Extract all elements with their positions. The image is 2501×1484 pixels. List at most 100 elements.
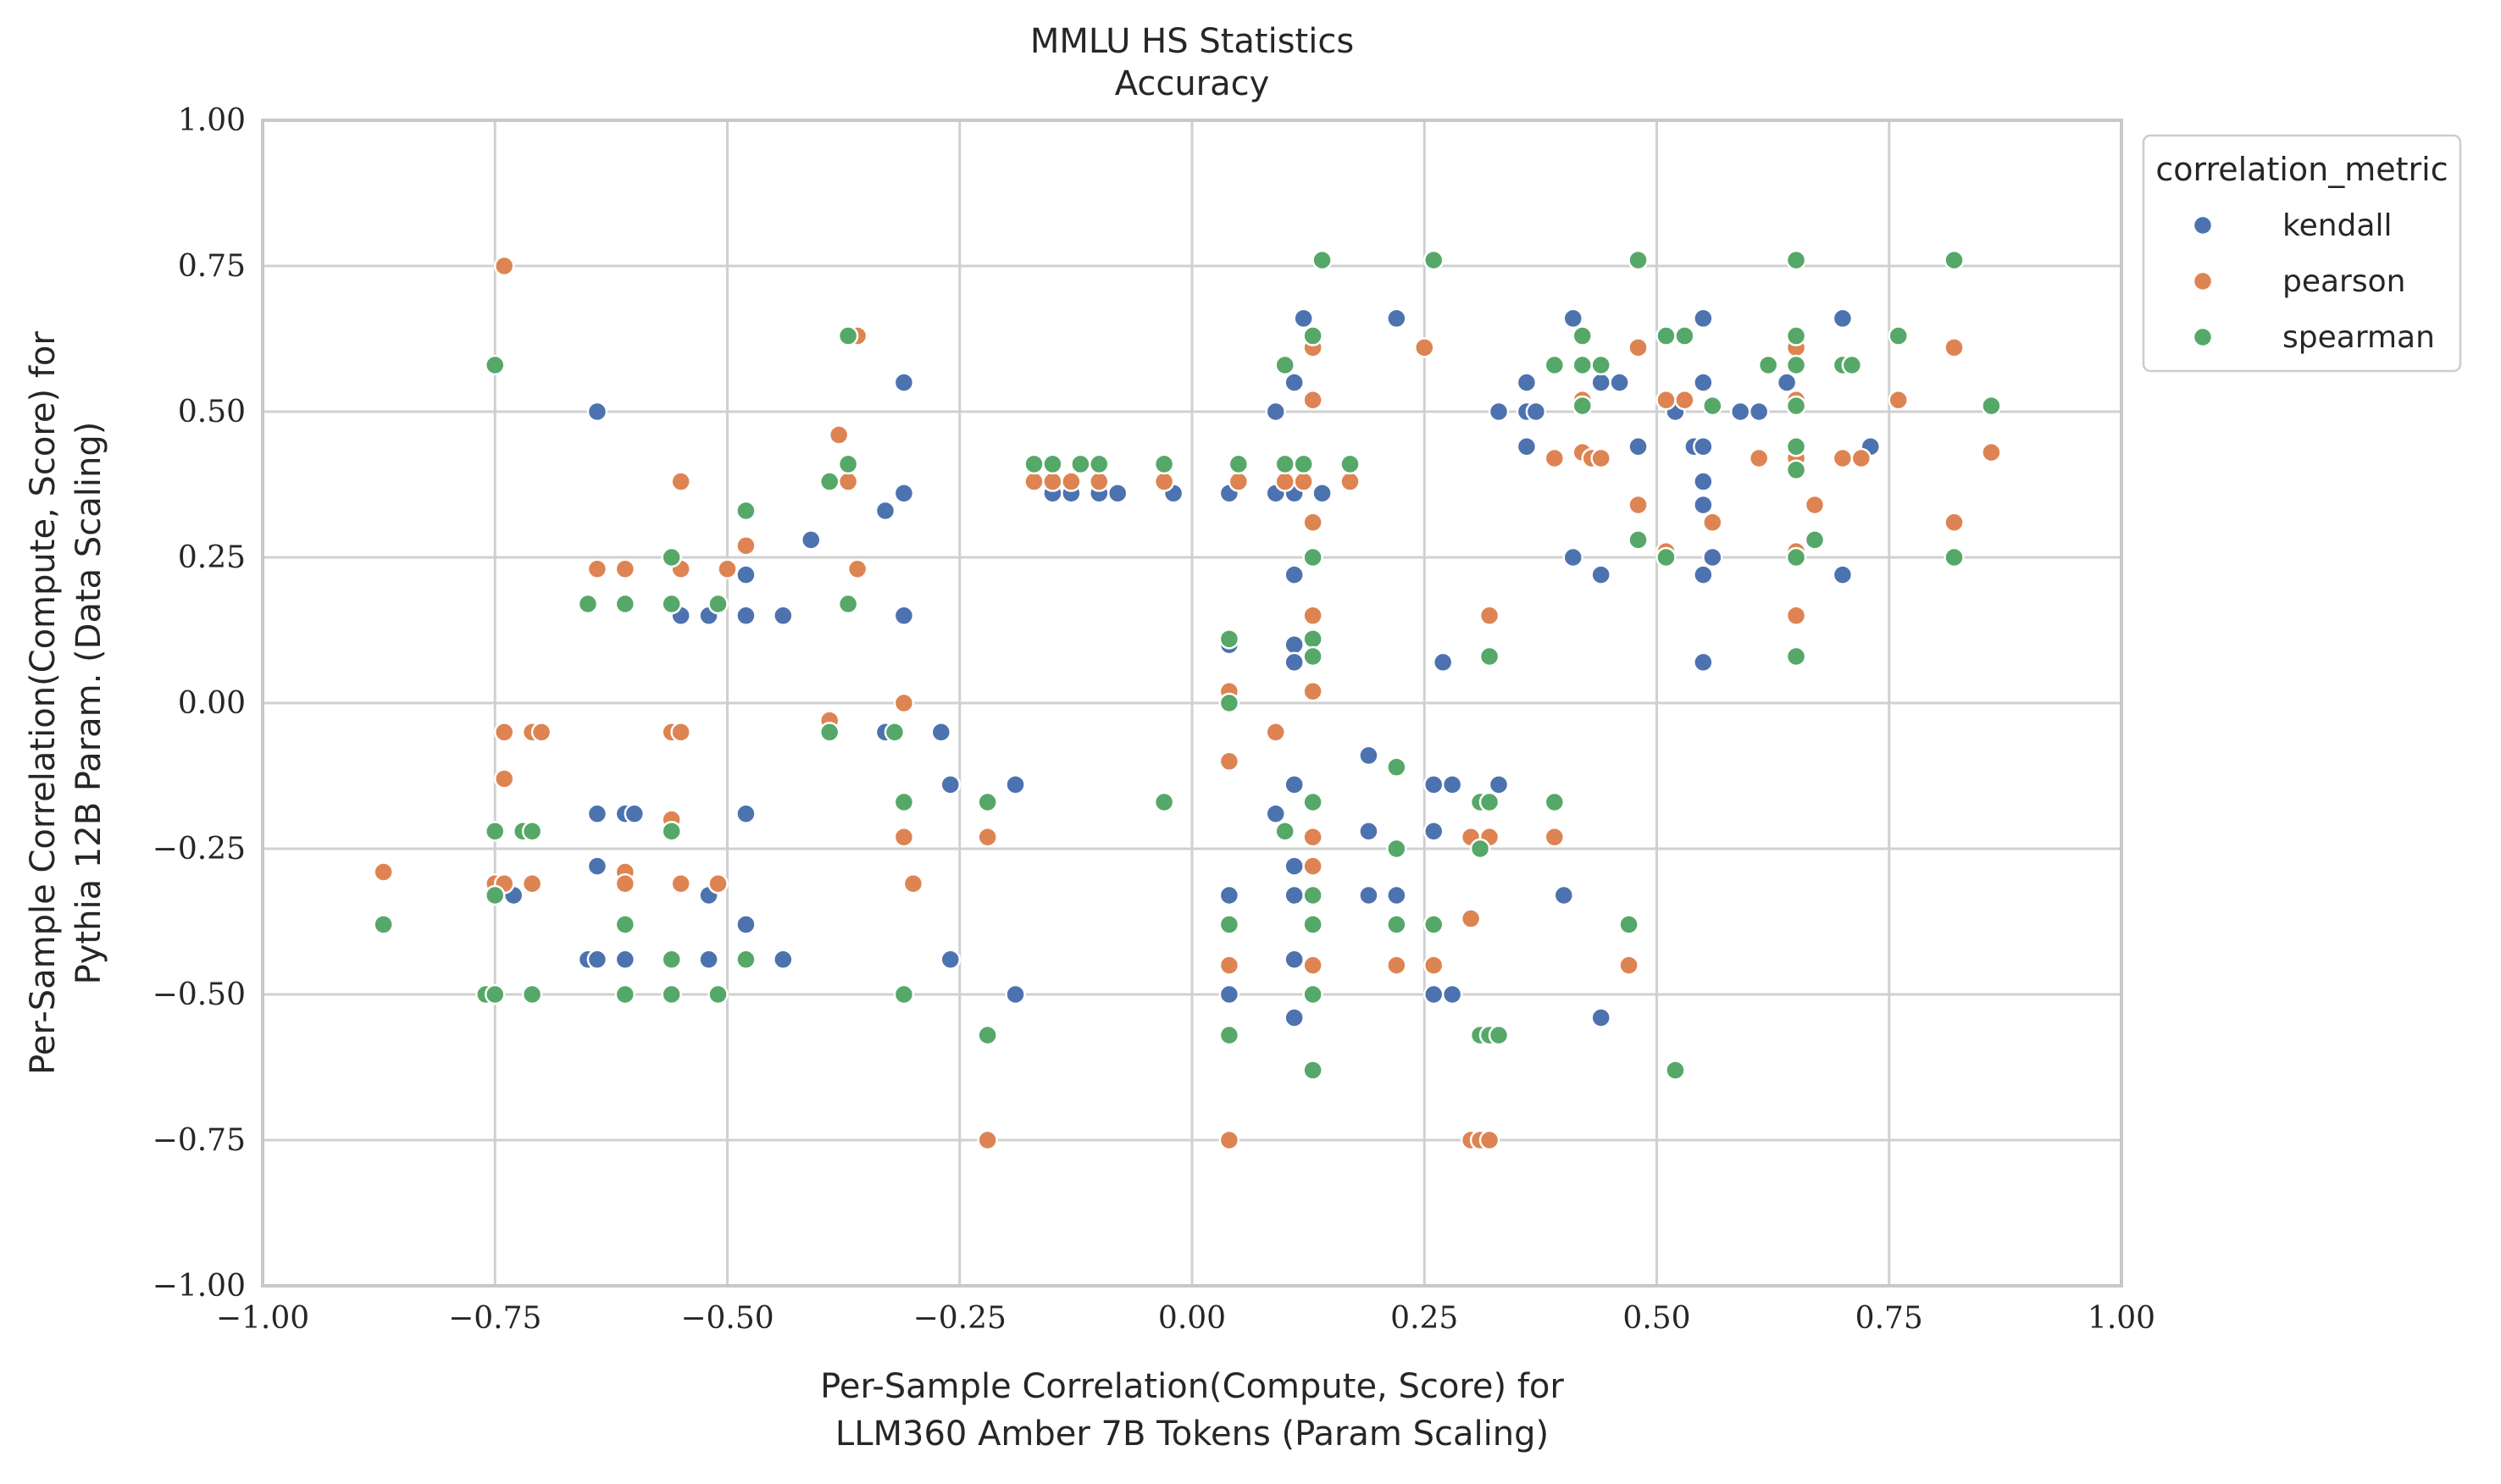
- y-tick-label: −0.75: [152, 1123, 246, 1158]
- y-tick-labels: −1.00 −0.75 −0.50 −0.25 0.00 0.25 0.50 0.75 1.00: [152, 103, 246, 1304]
- kendall-point: [1748, 401, 1770, 423]
- kendall-point: [940, 774, 962, 795]
- kendall-point: [1832, 564, 1854, 585]
- spearman-point: [614, 983, 636, 1005]
- pearson-point: [1339, 471, 1361, 492]
- spearman-point: [1655, 325, 1677, 346]
- kendall-point: [773, 949, 794, 970]
- spearman-point: [1070, 453, 1091, 475]
- spearman-point: [1628, 249, 1649, 271]
- kendall-point: [624, 803, 646, 824]
- spearman-point: [1293, 453, 1314, 475]
- kendall-point: [1562, 546, 1584, 568]
- spearman-point: [837, 325, 859, 346]
- spearman-point: [661, 593, 682, 615]
- legend-box: [2142, 134, 2462, 373]
- spearman-point: [1478, 645, 1500, 667]
- pearson-point: [1302, 389, 1323, 411]
- pearson-point: [828, 424, 850, 446]
- pearson-point: [1628, 337, 1649, 358]
- spearman-point: [818, 722, 840, 743]
- kendall-point: [586, 803, 608, 824]
- pearson-point: [493, 722, 515, 743]
- kendall-point: [1386, 307, 1407, 329]
- spearman-point: [735, 949, 757, 970]
- spearman-point: [485, 354, 506, 376]
- chart-subtitle: Accuracy: [1115, 64, 1270, 103]
- pearson-point: [1023, 471, 1045, 492]
- kendall-point: [1590, 372, 1611, 393]
- kendall-point: [586, 949, 608, 970]
- kendall-point: [1358, 821, 1379, 842]
- pearson-point: [1544, 826, 1566, 848]
- x-tick-label: −0.25: [913, 1301, 1006, 1336]
- kendall-point: [586, 856, 608, 877]
- pearson-point: [1274, 471, 1295, 492]
- spearman-point: [1944, 546, 1965, 568]
- y-tick-label: 0.50: [178, 395, 246, 429]
- spearman-point: [1302, 1060, 1323, 1081]
- spearman-point: [1655, 546, 1677, 568]
- x-tick-label: 0.50: [1622, 1301, 1690, 1336]
- pearson-point: [1302, 826, 1323, 848]
- kendall-point: [614, 949, 636, 970]
- kendall-point: [1422, 821, 1445, 842]
- pearson-point: [717, 558, 738, 580]
- x-tick-label: −1.00: [216, 1301, 309, 1336]
- spearman-point: [661, 949, 682, 970]
- pearson-point: [1218, 955, 1240, 976]
- kendall-point: [1693, 471, 1714, 492]
- spearman-point: [1153, 453, 1175, 475]
- kendall-point: [1218, 884, 1240, 906]
- spearman-point: [1422, 914, 1445, 935]
- kendall-point: [1284, 884, 1305, 906]
- legend-label-kendall: kendall: [2282, 208, 2392, 243]
- spearman-point: [1302, 791, 1323, 813]
- pearson-point: [1590, 447, 1611, 469]
- spearman-point: [1888, 325, 1909, 346]
- spearman-point: [661, 983, 682, 1005]
- kendall-point: [1284, 856, 1305, 877]
- y-axis-label-line1: Per-Sample Correlation(Compute, Score) f…: [24, 331, 63, 1075]
- y-axis-label-line2: Pythia 12B Param. (Data Scaling): [69, 422, 108, 985]
- pearson-point: [1785, 605, 1807, 627]
- pearson-point: [893, 826, 915, 848]
- spearman-point: [837, 453, 859, 475]
- kendall-point: [800, 529, 822, 551]
- data-points: [373, 249, 2002, 1151]
- x-tick-label: 0.75: [1855, 1301, 1923, 1336]
- y-tick-label: 0.00: [178, 686, 246, 721]
- pearson-point: [1302, 512, 1323, 533]
- pearson-point: [521, 873, 543, 894]
- kendall-point: [874, 500, 896, 522]
- pearson-point: [1302, 856, 1323, 877]
- kendall-point: [1628, 436, 1649, 457]
- y-tick-label: 0.75: [178, 249, 246, 284]
- spearman-point: [1572, 395, 1593, 417]
- spearman-point: [1628, 529, 1649, 551]
- pearson-point: [493, 768, 515, 789]
- spearman-point: [1469, 838, 1491, 860]
- spearman-point: [1785, 354, 1807, 376]
- pearson-point: [614, 873, 636, 894]
- pearson-point: [1302, 605, 1323, 627]
- pearson-point: [614, 558, 636, 580]
- kendall-point: [1284, 651, 1305, 673]
- pearson-point: [1061, 471, 1082, 492]
- kendall-point: [1488, 401, 1510, 423]
- legend-marker-spearman: [2192, 326, 2214, 348]
- pearson-point: [735, 534, 757, 556]
- kendall-point: [1005, 774, 1026, 795]
- legend-label-pearson: pearson: [2282, 264, 2405, 299]
- spearman-point: [1702, 395, 1723, 417]
- kendall-point: [1553, 884, 1575, 906]
- pearson-point: [1655, 389, 1677, 411]
- spearman-point: [893, 983, 915, 1005]
- y-tick-label: 1.00: [178, 103, 246, 138]
- y-tick-label: −0.25: [152, 832, 246, 867]
- kendall-point: [1702, 546, 1723, 568]
- legend: correlation_metric kendall pearson spearma…: [2142, 134, 2462, 373]
- pearson-point: [586, 558, 608, 580]
- spearman-point: [1544, 791, 1566, 813]
- kendall-point: [1693, 372, 1714, 393]
